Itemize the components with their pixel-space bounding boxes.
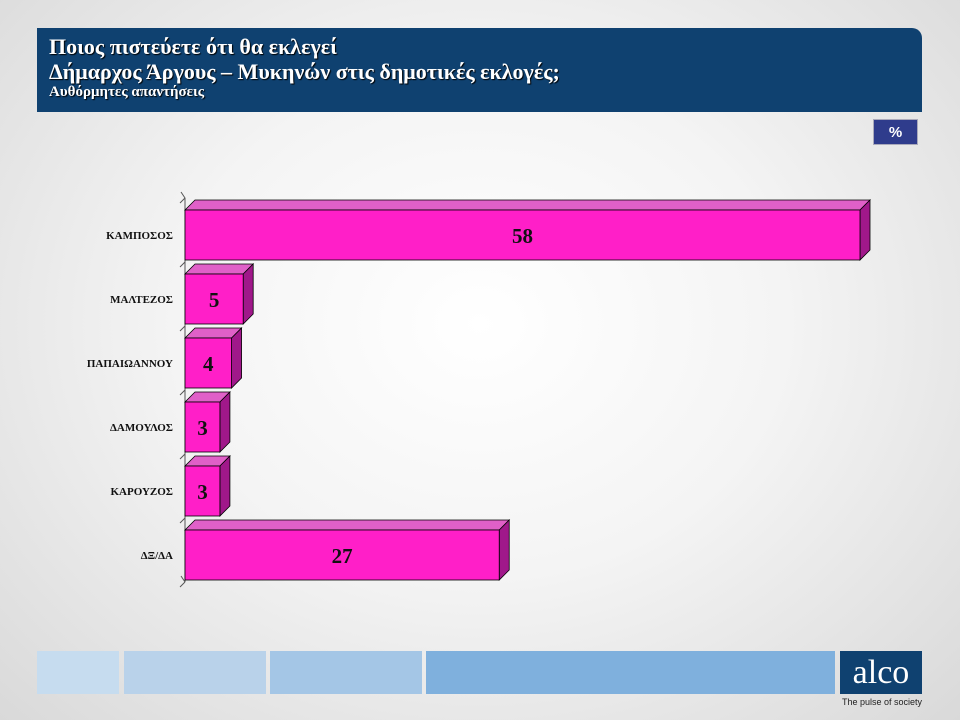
data-label: 58: [512, 224, 533, 248]
bar-top-face: [184, 519, 511, 531]
category-label: ΔΞ/ΔΑ: [141, 550, 173, 562]
bar-2: 5: [184, 263, 255, 325]
category-label: ΚΑΜΠΟΣΟΣ: [106, 230, 173, 242]
title-banner: Ποιος πιστεύετε ότι θα εκλεγεί Δήμαρχος …: [37, 28, 922, 112]
y-axis-tick: [179, 389, 186, 396]
category-label: ΔΑΜΟΥΛΟΣ: [110, 422, 173, 434]
bar-1: 58: [184, 199, 871, 261]
y-axis-tick: [179, 581, 186, 588]
bar-side-face: [242, 263, 254, 325]
footer-block-1: [37, 651, 119, 694]
category-label: ΚΑΡΟΥΖΟΣ: [110, 486, 173, 498]
bars: 58 5 4 3 3 27: [184, 199, 871, 581]
y-axis-line: [180, 191, 186, 582]
chart-axis: [179, 191, 186, 588]
chart-title-line2: Δήμαρχος Άργους – Μυκηνών στις δημοτικές…: [49, 59, 560, 84]
data-label: 5: [209, 288, 220, 312]
category-label: ΜΑΛΤΕΖΟΣ: [110, 294, 173, 306]
category-label: ΠΑΠΑΙΩΑΝΝΟΥ: [87, 358, 173, 370]
y-axis-tick: [179, 197, 186, 204]
footer-block-4: [426, 651, 835, 694]
bar-4: 3: [184, 391, 231, 453]
bar-side-face: [859, 199, 871, 261]
y-axis-tick: [179, 261, 186, 268]
bar-side-face: [231, 327, 242, 389]
bar-3: 4: [184, 327, 243, 389]
data-label: 3: [197, 480, 208, 504]
category-labels: ΚΑΜΠΟΣΟΣ ΜΑΛΤΕΖΟΣ ΠΑΠΑΙΩΑΝΝΟΥ ΔΑΜΟΥΛΟΣ ΚΑΡΟΥ…: [87, 230, 173, 562]
bar-top-face: [184, 263, 255, 275]
bar-front-face: [184, 337, 232, 389]
data-label: 3: [197, 416, 208, 440]
bar-6: 27: [184, 519, 511, 581]
y-axis-tick: [179, 325, 186, 332]
bar-top-face: [184, 199, 871, 211]
unit-badge: %: [873, 119, 918, 145]
brand-tagline: The pulse of society: [842, 697, 923, 707]
bar-side-face: [498, 519, 510, 581]
y-axis-foot: [180, 575, 186, 583]
data-label: 4: [203, 352, 214, 376]
bar-front-face: [184, 209, 861, 261]
chart-title-line1: Ποιος πιστεύετε ότι θα εκλεγεί: [49, 34, 338, 59]
chart-subtitle: Αυθόρμητες απαντήσεις: [49, 84, 205, 100]
y-axis-tick: [179, 517, 186, 524]
data-label: 27: [332, 544, 353, 568]
y-axis-tick: [179, 453, 186, 460]
footer-block-2: [124, 651, 266, 694]
bar-front-face: [184, 401, 221, 453]
footer-block-3: [270, 651, 422, 694]
bar-5: 3: [184, 455, 231, 517]
bar-front-face: [184, 273, 244, 325]
alco-logo: alco: [840, 651, 922, 694]
bar-front-face: [184, 465, 221, 517]
bar-side-face: [219, 455, 231, 517]
bar-front-face: [184, 529, 500, 581]
bar-side-face: [219, 391, 231, 453]
